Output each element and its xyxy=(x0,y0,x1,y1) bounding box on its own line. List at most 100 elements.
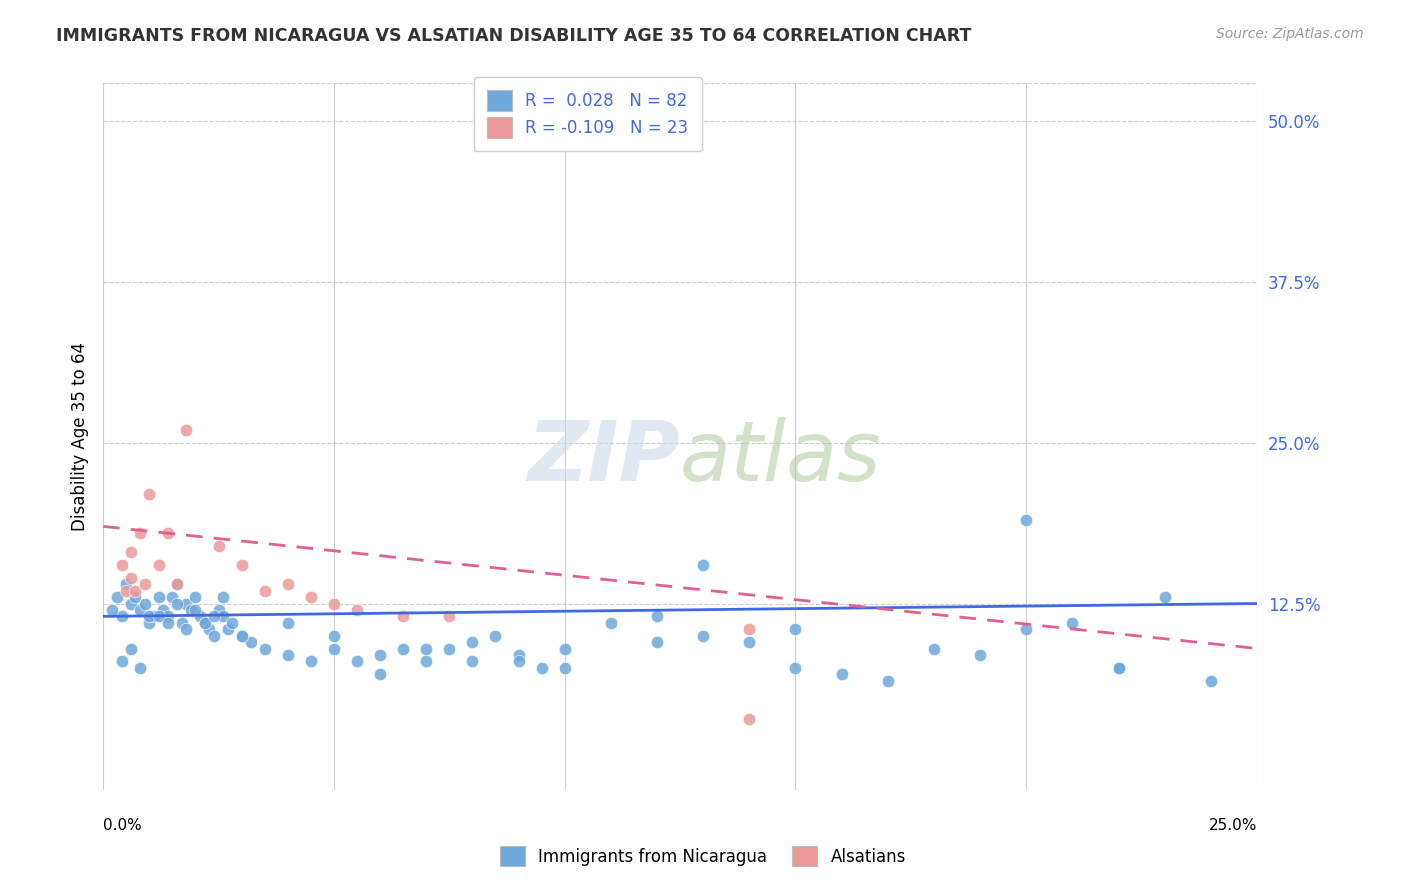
Point xyxy=(253,583,276,598)
Point xyxy=(138,609,160,624)
Point xyxy=(212,609,235,624)
Point xyxy=(692,558,714,572)
Point xyxy=(322,597,344,611)
Point xyxy=(198,622,221,636)
Point xyxy=(202,609,225,624)
Point xyxy=(322,641,344,656)
Point xyxy=(120,571,142,585)
Point xyxy=(129,603,152,617)
Point xyxy=(134,577,156,591)
Point xyxy=(148,590,170,604)
Point xyxy=(221,615,243,630)
Point xyxy=(180,603,202,617)
Point xyxy=(738,712,761,726)
Point xyxy=(101,603,124,617)
Point xyxy=(120,641,142,656)
Point xyxy=(129,525,152,540)
Text: 0.0%: 0.0% xyxy=(103,818,142,833)
Point xyxy=(110,609,132,624)
Point xyxy=(148,558,170,572)
Point xyxy=(738,635,761,649)
Point xyxy=(174,423,197,437)
Point xyxy=(212,590,235,604)
Point xyxy=(166,577,188,591)
Point xyxy=(115,577,138,591)
Point xyxy=(202,629,225,643)
Text: Source: ZipAtlas.com: Source: ZipAtlas.com xyxy=(1216,27,1364,41)
Point xyxy=(346,654,368,668)
Point xyxy=(239,635,262,649)
Point xyxy=(170,615,193,630)
Point xyxy=(134,597,156,611)
Point xyxy=(138,615,160,630)
Point xyxy=(599,615,621,630)
Point xyxy=(1153,590,1175,604)
Point xyxy=(692,629,714,643)
Point xyxy=(277,648,299,662)
Point xyxy=(124,583,146,598)
Point xyxy=(831,667,853,681)
Point xyxy=(554,641,576,656)
Point xyxy=(392,609,415,624)
Point xyxy=(922,641,945,656)
Point xyxy=(231,558,253,572)
Point xyxy=(368,648,391,662)
Point xyxy=(530,661,553,675)
Point xyxy=(277,577,299,591)
Point xyxy=(207,603,229,617)
Point xyxy=(645,609,668,624)
Legend: Immigrants from Nicaragua, Alsatians: Immigrants from Nicaragua, Alsatians xyxy=(492,838,914,875)
Point xyxy=(415,654,437,668)
Point xyxy=(156,615,179,630)
Point xyxy=(110,558,132,572)
Point xyxy=(439,641,461,656)
Point xyxy=(1015,622,1038,636)
Point xyxy=(554,661,576,675)
Point xyxy=(166,597,188,611)
Point xyxy=(346,603,368,617)
Point xyxy=(194,615,217,630)
Point xyxy=(231,629,253,643)
Point xyxy=(138,487,160,501)
Point xyxy=(969,648,991,662)
Point xyxy=(156,525,179,540)
Text: IMMIGRANTS FROM NICARAGUA VS ALSATIAN DISABILITY AGE 35 TO 64 CORRELATION CHART: IMMIGRANTS FROM NICARAGUA VS ALSATIAN DI… xyxy=(56,27,972,45)
Point xyxy=(876,673,898,688)
Text: atlas: atlas xyxy=(681,417,882,498)
Point xyxy=(1015,513,1038,527)
Point xyxy=(392,641,415,656)
Point xyxy=(277,615,299,630)
Point xyxy=(148,609,170,624)
Point xyxy=(461,654,484,668)
Legend: R =  0.028   N = 82, R = -0.109   N = 23: R = 0.028 N = 82, R = -0.109 N = 23 xyxy=(474,77,702,151)
Point xyxy=(188,609,211,624)
Point xyxy=(461,635,484,649)
Y-axis label: Disability Age 35 to 64: Disability Age 35 to 64 xyxy=(72,342,89,531)
Point xyxy=(152,603,174,617)
Point xyxy=(1108,661,1130,675)
Point xyxy=(156,609,179,624)
Point xyxy=(184,590,207,604)
Point xyxy=(508,648,530,662)
Point xyxy=(120,545,142,559)
Point xyxy=(508,654,530,668)
Text: 25.0%: 25.0% xyxy=(1209,818,1257,833)
Point xyxy=(785,661,807,675)
Point xyxy=(174,622,197,636)
Point xyxy=(231,629,253,643)
Point xyxy=(785,622,807,636)
Point xyxy=(207,539,229,553)
Point xyxy=(105,590,128,604)
Point xyxy=(645,635,668,649)
Point xyxy=(120,597,142,611)
Point xyxy=(194,615,217,630)
Point xyxy=(162,590,184,604)
Point xyxy=(115,583,138,598)
Point xyxy=(129,661,152,675)
Point xyxy=(738,622,761,636)
Point xyxy=(142,609,165,624)
Point xyxy=(322,629,344,643)
Point xyxy=(299,590,322,604)
Point xyxy=(110,654,132,668)
Point xyxy=(484,629,506,643)
